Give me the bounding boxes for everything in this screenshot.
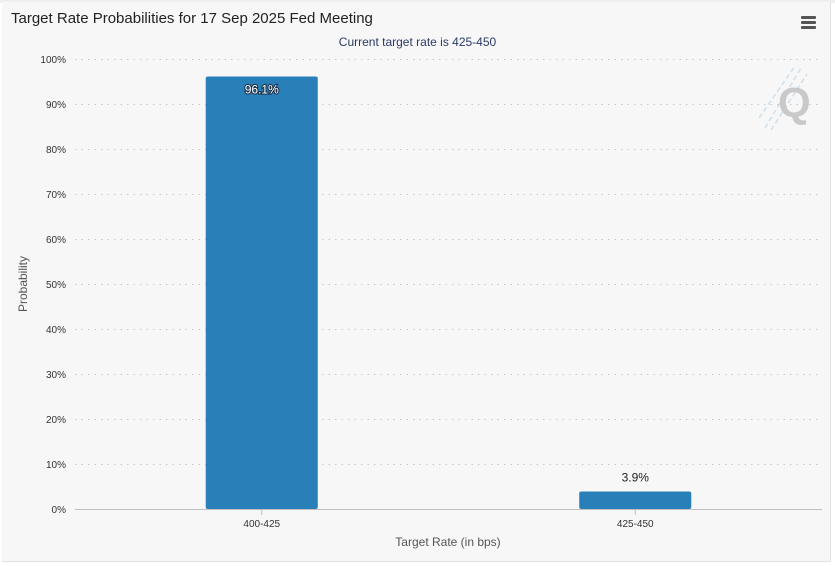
chart-title: Target Rate Probabilities for 17 Sep 202… xyxy=(11,10,373,27)
y-axis-ticks: 0% 10% 20% 30% 40% 50% 60% 70% 80% 90% 100% xyxy=(40,55,66,516)
y-tick-label: 30% xyxy=(46,370,66,381)
data-label: 3.9% xyxy=(622,470,650,484)
data-label: 96.1% xyxy=(245,83,279,97)
y-tick-label: 80% xyxy=(46,145,66,156)
y-tick-label: 100% xyxy=(40,55,66,66)
data-labels: 96.1% 3.9% xyxy=(244,81,650,484)
y-axis-title: Probability xyxy=(16,256,30,312)
y-tick-label: 10% xyxy=(46,460,66,471)
top-strip xyxy=(0,0,835,3)
bars xyxy=(205,76,692,510)
x-tick-label: 400-425 xyxy=(243,519,280,530)
y-tick-label: 70% xyxy=(46,190,66,201)
y-tick-label: 40% xyxy=(46,325,66,336)
bar-425-450[interactable] xyxy=(579,491,692,509)
y-tick-label: 60% xyxy=(46,235,66,246)
bar-400-425[interactable] xyxy=(205,76,318,510)
x-axis-ticks: 400-425 425-450 xyxy=(243,509,654,530)
chart-subtitle: Current target rate is 425-450 xyxy=(338,35,497,49)
svg-text:Q: Q xyxy=(778,79,811,126)
y-tick-label: 50% xyxy=(46,280,66,291)
y-tick-label: 90% xyxy=(46,100,66,111)
hamburger-menu-icon[interactable] xyxy=(799,13,819,31)
y-tick-label: 0% xyxy=(52,505,67,516)
x-axis-title: Target Rate (in bps) xyxy=(395,535,500,549)
x-tick-label: 425-450 xyxy=(617,519,654,530)
y-tick-label: 20% xyxy=(46,415,66,426)
q-logo-icon: Q xyxy=(758,66,811,130)
gridlines xyxy=(75,59,822,465)
